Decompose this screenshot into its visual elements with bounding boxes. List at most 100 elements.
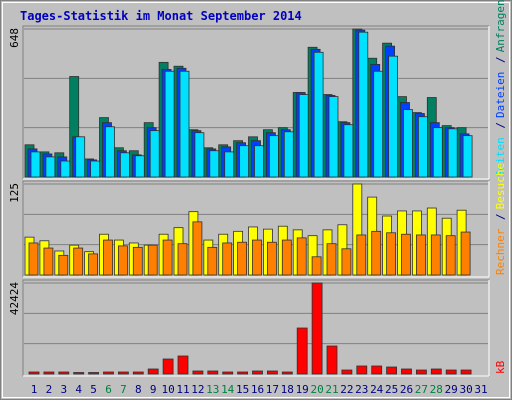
- bar: [132, 246, 143, 276]
- x-tick-label: 29: [445, 383, 458, 396]
- bar: [43, 247, 54, 276]
- bar: [207, 246, 218, 276]
- bar: [296, 327, 308, 375]
- x-tick-label: 18: [281, 383, 294, 396]
- bar: [75, 136, 86, 178]
- legend-entry: Anfragen: [494, 0, 507, 52]
- legend-entry: Seiten: [494, 137, 507, 177]
- x-tick-label: 8: [135, 383, 142, 396]
- bar: [460, 231, 471, 276]
- bar: [73, 372, 85, 375]
- bar: [296, 237, 307, 276]
- bar: [371, 230, 382, 276]
- bar: [328, 96, 339, 178]
- x-tick-label: 12: [191, 383, 204, 396]
- x-tick-label: 7: [120, 383, 127, 396]
- bar: [403, 109, 413, 178]
- x-tick-label: 15: [236, 383, 249, 396]
- legend: Seiten / Dateien / Anfragen: [494, 0, 507, 177]
- bar: [386, 232, 397, 276]
- bar: [311, 282, 323, 375]
- x-tick-label: 17: [266, 383, 279, 396]
- bar: [430, 368, 442, 375]
- bar: [311, 256, 322, 276]
- bar: [462, 135, 473, 178]
- x-tick-label: 6: [105, 383, 112, 396]
- y-tick-label: 648: [8, 28, 21, 48]
- x-tick-label: 2: [46, 383, 53, 396]
- x-tick-label: 23: [355, 383, 368, 396]
- bar: [298, 94, 309, 178]
- bar: [281, 371, 293, 375]
- bar: [401, 368, 412, 375]
- x-tick-label: 9: [150, 383, 157, 396]
- bar: [222, 371, 234, 375]
- bar: [252, 239, 262, 276]
- bar: [88, 372, 99, 375]
- bar: [43, 371, 55, 375]
- bar: [254, 145, 264, 178]
- bar: [266, 370, 278, 375]
- bar: [192, 370, 204, 375]
- legend-entry: Rechner: [494, 228, 507, 275]
- bar: [118, 245, 128, 276]
- bar: [162, 239, 173, 276]
- bar: [207, 370, 219, 375]
- legend-separator: /: [494, 56, 507, 69]
- bar: [341, 248, 352, 276]
- bar: [252, 370, 263, 375]
- bar: [341, 369, 353, 375]
- bar: [132, 371, 144, 375]
- panel: [22, 279, 490, 377]
- x-tick-label: 22: [340, 383, 353, 396]
- bar: [237, 241, 248, 276]
- bar: [447, 128, 458, 178]
- x-tick-label: 21: [325, 383, 338, 396]
- bar: [177, 243, 188, 276]
- bar: [28, 242, 39, 276]
- bar: [313, 51, 324, 178]
- bar: [343, 124, 354, 178]
- legend-entry: Besuche: [494, 163, 507, 209]
- bar: [358, 31, 369, 178]
- bar: [177, 355, 189, 375]
- bar: [162, 358, 174, 375]
- bar: [118, 371, 129, 375]
- bar: [209, 150, 220, 178]
- bar: [373, 70, 384, 178]
- x-tick-label: 3: [60, 383, 67, 396]
- legend: Rechner / Besuche: [494, 163, 507, 275]
- legend: kB: [494, 360, 507, 374]
- bar: [415, 234, 426, 276]
- legend-entry: Dateien: [494, 72, 507, 118]
- chart-title: Tages-Statistik im Monat September 2014: [20, 9, 302, 23]
- bar: [386, 366, 398, 375]
- legend-entry: kB: [494, 360, 507, 374]
- x-tick-label: 1: [31, 383, 38, 396]
- x-tick-label: 26: [400, 383, 413, 396]
- bar: [445, 369, 457, 375]
- bar: [28, 371, 40, 375]
- bar: [45, 156, 56, 178]
- x-tick-label: 10: [161, 383, 174, 396]
- bar: [149, 130, 160, 178]
- legend-separator: /: [494, 213, 507, 226]
- x-tick-label: 13: [206, 383, 219, 396]
- bar: [388, 55, 399, 178]
- bar: [326, 243, 337, 276]
- bar: [222, 242, 233, 276]
- x-tick-label: 14: [221, 383, 235, 396]
- bar: [356, 234, 367, 276]
- bar: [90, 160, 100, 178]
- x-tick-label: 30: [459, 383, 472, 396]
- bar: [283, 131, 294, 178]
- bar: [239, 145, 250, 178]
- bar: [179, 70, 190, 178]
- x-tick-label: 27: [415, 383, 428, 396]
- bar: [266, 241, 277, 276]
- bar: [147, 244, 158, 276]
- bar: [103, 239, 113, 276]
- bar: [105, 126, 115, 178]
- bar: [192, 221, 203, 276]
